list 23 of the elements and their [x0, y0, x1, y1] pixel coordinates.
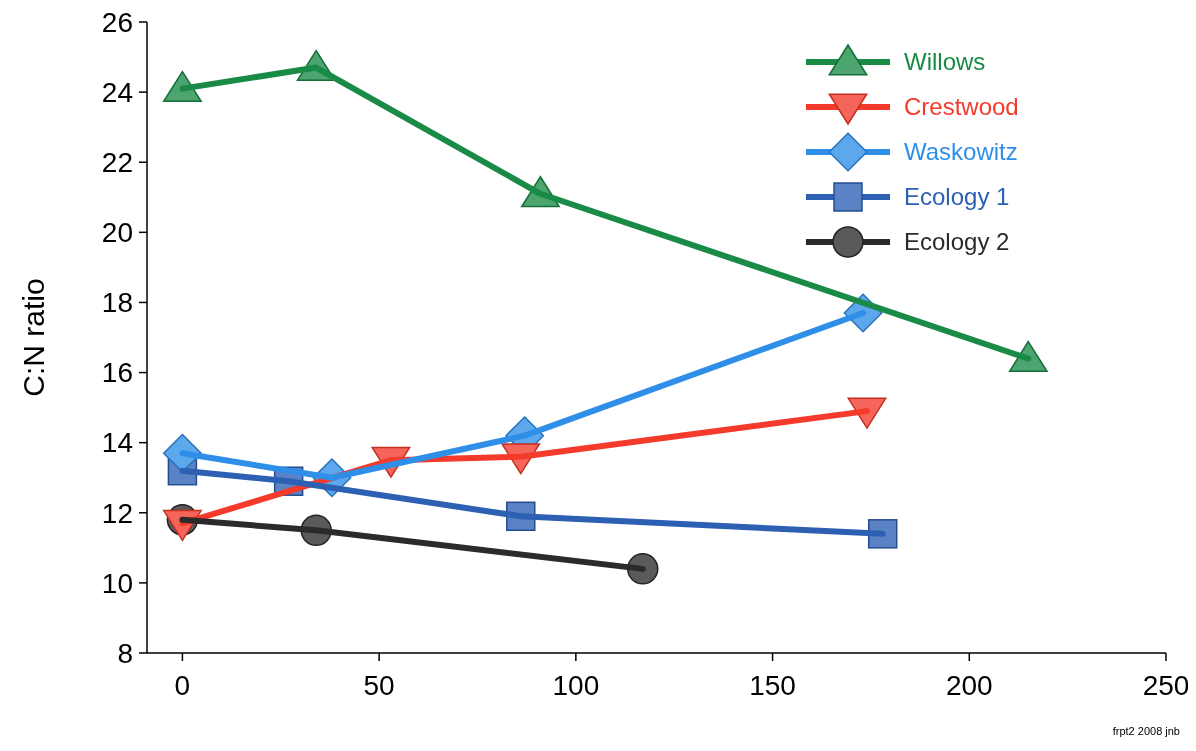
x-tick-label: 250	[1142, 670, 1190, 701]
y-tick-label: 16	[101, 357, 133, 389]
y-tick-label: 14	[101, 427, 133, 459]
text: frpt2 2008 jnb	[1112, 725, 1180, 737]
x-tick-label: 0	[174, 670, 191, 701]
y-tick-label: 12	[101, 497, 133, 529]
legend-label: Waskowitz	[904, 138, 1018, 166]
legend-label: Ecology 2	[904, 228, 1010, 256]
y-tick-label: 26	[101, 6, 133, 38]
legend-label: Willows	[904, 48, 986, 76]
legend-label: Crestwood	[904, 93, 1019, 121]
y-tick-label: 8	[117, 637, 133, 669]
y-tick-label: 18	[101, 287, 133, 319]
y-tick-label: 24	[101, 76, 133, 108]
y-tick-label: 22	[101, 147, 133, 179]
x-tick-label: 100	[552, 670, 600, 701]
y-tick-label: 20	[101, 217, 133, 249]
x-tick-label: 50	[363, 670, 395, 701]
y-tick-label: 10	[101, 567, 133, 599]
x-tick-label: 200	[945, 670, 993, 701]
legend-label: Ecology 1	[904, 183, 1010, 211]
y-axis-title: C:N ratio	[17, 278, 50, 397]
x-tick-label: 150	[749, 670, 796, 701]
